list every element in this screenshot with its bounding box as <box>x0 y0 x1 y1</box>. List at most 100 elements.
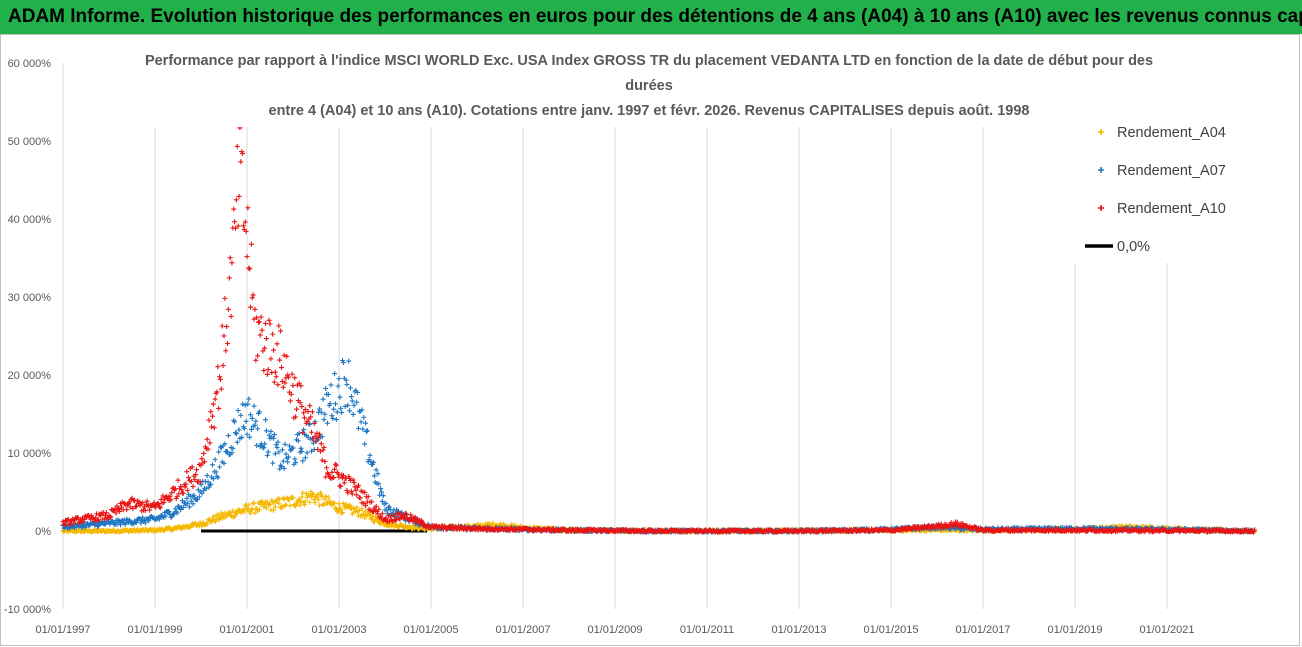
data-point <box>302 498 308 504</box>
data-point <box>393 517 399 523</box>
data-point <box>281 352 287 358</box>
data-point <box>271 347 277 353</box>
data-point <box>335 471 341 477</box>
data-point <box>318 409 324 415</box>
data-point <box>251 500 257 506</box>
data-point <box>257 332 263 338</box>
data-point <box>266 432 272 438</box>
legend-background <box>1063 113 1253 263</box>
data-point <box>341 480 347 486</box>
data-point <box>371 473 377 479</box>
data-point <box>307 403 313 409</box>
data-point <box>248 241 254 247</box>
data-point <box>325 494 331 500</box>
data-point <box>217 377 223 383</box>
data-points <box>60 125 1258 535</box>
data-point <box>244 431 250 437</box>
data-point <box>261 504 267 510</box>
data-point <box>113 510 119 516</box>
data-point <box>347 408 353 414</box>
data-point <box>293 503 299 509</box>
data-point <box>142 508 148 514</box>
data-point <box>379 511 385 517</box>
data-point <box>379 498 385 504</box>
data-point <box>174 493 180 499</box>
data-point <box>276 501 282 507</box>
data-point <box>228 313 234 319</box>
data-point <box>260 348 266 354</box>
data-point <box>261 368 267 374</box>
data-point <box>250 292 256 298</box>
data-point <box>248 412 254 418</box>
data-point <box>235 223 241 229</box>
data-point <box>373 467 379 473</box>
data-point <box>204 473 210 479</box>
data-point <box>190 484 196 490</box>
data-point <box>229 260 235 266</box>
data-point <box>362 441 368 447</box>
data-point <box>278 328 284 334</box>
data-point <box>332 461 338 467</box>
data-point <box>224 324 230 330</box>
data-point <box>246 265 252 271</box>
data-point <box>348 488 354 494</box>
data-point <box>253 418 259 424</box>
data-point <box>301 427 307 433</box>
data-point <box>320 447 326 453</box>
data-point <box>271 435 277 441</box>
data-point <box>253 357 259 363</box>
data-point <box>331 475 337 481</box>
data-point <box>310 492 316 498</box>
data-point <box>236 193 242 199</box>
data-point <box>210 401 216 407</box>
data-point <box>304 450 310 456</box>
data-point <box>333 462 339 468</box>
data-point <box>302 455 308 461</box>
data-point <box>403 511 409 517</box>
legend-marker <box>1098 129 1104 135</box>
data-point <box>138 520 144 526</box>
data-point <box>249 415 255 421</box>
data-point <box>142 520 148 526</box>
data-point <box>360 426 366 432</box>
data-point <box>252 306 258 312</box>
data-point <box>236 427 242 433</box>
data-point <box>351 480 357 486</box>
data-point <box>210 476 216 482</box>
data-point <box>240 223 246 229</box>
data-point <box>108 514 114 520</box>
data-point <box>261 445 267 451</box>
data-point <box>252 510 258 516</box>
data-point <box>294 406 300 412</box>
data-point <box>194 467 200 473</box>
data-point <box>348 394 354 400</box>
data-point <box>241 426 247 432</box>
data-point <box>271 379 277 385</box>
data-point <box>225 341 231 347</box>
chart-frame: 60 000% 50 000% 40 000% 30 000% 20 000% 10 00… <box>0 34 1300 646</box>
data-point <box>217 516 223 522</box>
data-point <box>254 442 260 448</box>
data-point <box>175 477 181 483</box>
x-tick-label: 01/01/2019 <box>1047 624 1102 636</box>
x-tick-label: 01/01/2015 <box>863 624 918 636</box>
data-point <box>318 441 324 447</box>
data-point <box>186 475 192 481</box>
data-point <box>215 475 221 481</box>
data-point <box>71 521 77 527</box>
data-point <box>373 503 379 509</box>
data-point <box>493 525 499 531</box>
data-point <box>345 402 351 408</box>
data-point <box>305 409 311 415</box>
data-point <box>263 505 269 511</box>
data-point <box>333 417 339 423</box>
data-point <box>280 384 286 390</box>
data-point <box>288 391 294 397</box>
data-point <box>193 472 199 478</box>
data-point <box>363 503 369 509</box>
data-point <box>319 457 325 463</box>
data-point <box>402 518 408 524</box>
data-point <box>1107 526 1112 532</box>
data-point <box>247 266 253 272</box>
data-point <box>255 353 261 359</box>
